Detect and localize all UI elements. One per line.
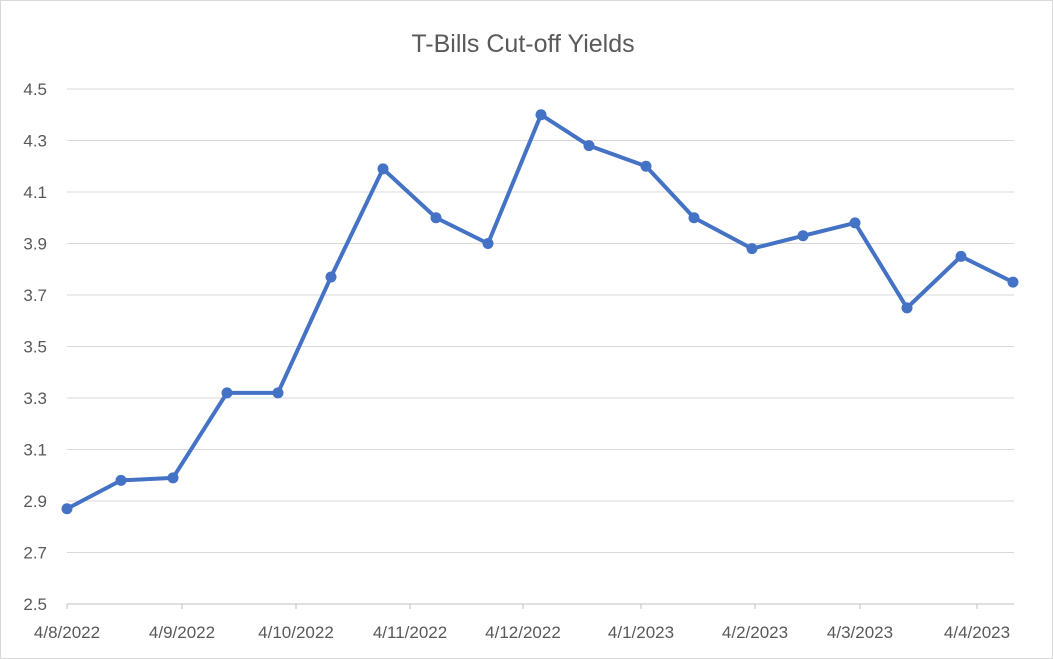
y-tick-label: 3.5 bbox=[23, 338, 47, 357]
series-yields bbox=[61, 109, 1019, 515]
y-tick-label: 4.3 bbox=[23, 132, 47, 151]
data-point bbox=[272, 387, 284, 399]
x-tick-label: 4/8/2022 bbox=[34, 623, 100, 642]
data-point bbox=[688, 212, 700, 224]
y-tick-label: 2.9 bbox=[23, 492, 47, 511]
x-tick-label: 4/9/2022 bbox=[149, 623, 215, 642]
x-axis bbox=[66, 603, 1014, 609]
data-point bbox=[167, 472, 179, 484]
data-point bbox=[901, 302, 913, 314]
data-point bbox=[61, 503, 73, 515]
x-tick-label: 4/3/2023 bbox=[827, 623, 893, 642]
gridlines bbox=[67, 88, 1014, 553]
data-point bbox=[640, 160, 652, 172]
y-tick-label: 4.1 bbox=[23, 183, 47, 202]
data-point bbox=[377, 163, 389, 175]
data-point bbox=[221, 387, 233, 399]
y-axis-tick-labels: 2.5 2.7 2.9 3.1 3.3 3.5 3.7 3.9 4.1 4.3 4.5 bbox=[23, 80, 47, 614]
x-tick-label: 4/1/2023 bbox=[608, 623, 674, 642]
data-point bbox=[849, 217, 861, 229]
chart-title: T-Bills Cut-off Yields bbox=[411, 30, 634, 58]
y-tick-label: 3.3 bbox=[23, 389, 47, 408]
data-point bbox=[797, 230, 809, 242]
y-tick-label: 3.9 bbox=[23, 235, 47, 254]
x-tick-label: 4/12/2022 bbox=[485, 623, 561, 642]
data-point bbox=[430, 212, 442, 224]
data-point bbox=[325, 271, 337, 283]
x-axis-tick-labels: 4/8/2022 4/9/2022 4/10/2022 4/11/2022 4/12/2… bbox=[34, 623, 1010, 642]
y-tick-label: 3.7 bbox=[23, 286, 47, 305]
y-tick-label: 2.7 bbox=[23, 544, 47, 563]
x-tick-label: 4/4/2023 bbox=[944, 623, 1010, 642]
x-tick-label: 4/11/2022 bbox=[373, 623, 447, 642]
y-tick-label: 4.5 bbox=[23, 80, 47, 99]
data-point bbox=[746, 243, 758, 255]
data-point bbox=[115, 474, 127, 486]
x-tick-label: 4/2/2023 bbox=[722, 623, 788, 642]
data-point bbox=[1007, 276, 1019, 288]
data-point bbox=[583, 140, 595, 152]
data-point bbox=[535, 109, 547, 121]
x-tick-label: 4/10/2022 bbox=[258, 623, 334, 642]
data-point bbox=[955, 250, 967, 262]
y-tick-label: 2.5 bbox=[23, 595, 47, 614]
data-point bbox=[482, 238, 494, 249]
y-tick-label: 3.1 bbox=[23, 441, 47, 460]
